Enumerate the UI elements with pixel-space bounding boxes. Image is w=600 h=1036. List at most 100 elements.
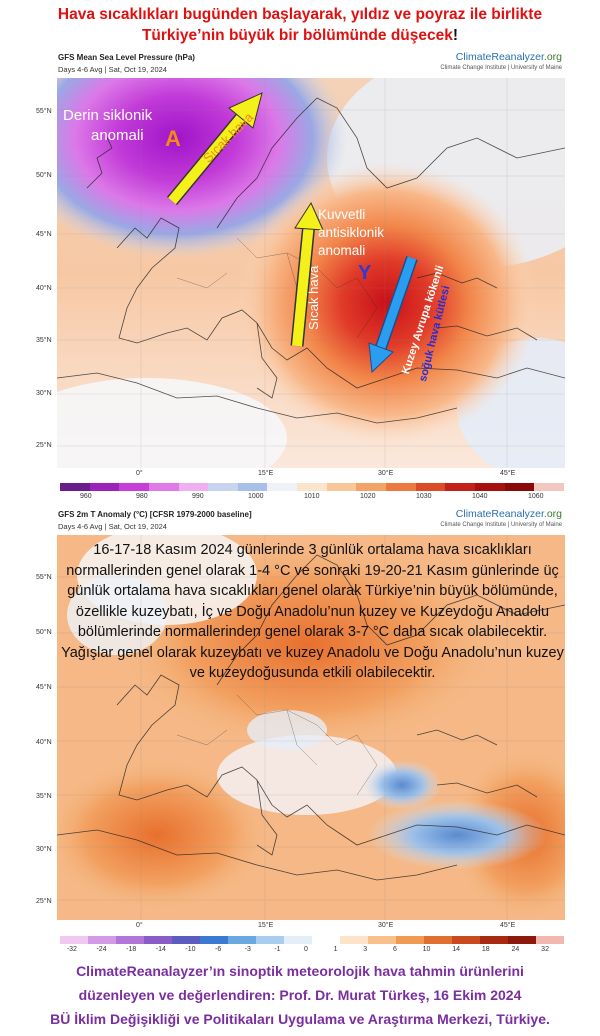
map1-colorbar-swatch: [60, 483, 90, 491]
map1-lat-45: 45°N: [36, 231, 52, 238]
map2-colorbar-label: -6: [215, 946, 222, 953]
map2-colorbar-swatch: [172, 936, 200, 944]
headline-exclamation: !: [452, 27, 459, 44]
map2-lat-40: 40°N: [36, 739, 52, 746]
map2-colorbar-swatch: [396, 936, 424, 944]
map2-svg: [57, 535, 565, 920]
footer-line-3: BÜ İklim Değişikliği ve Politikaları Uyg…: [50, 1011, 550, 1027]
map1-colorbar-swatch: [474, 483, 505, 491]
map1-colorbar-swatch: [356, 483, 387, 491]
map1-colorbar-swatch: [504, 483, 535, 491]
map2-colorbar-label: -18: [126, 946, 137, 953]
map2-colorbar-swatch: [60, 936, 88, 944]
map2-lon-45: 45°E: [500, 922, 516, 929]
map2-colorbar-swatch: [144, 936, 172, 944]
map1-colorbar-swatch: [237, 483, 268, 491]
map2-colorbar-swatch: [256, 936, 284, 944]
map1-brand-sub: Climate Change Institute | University of…: [440, 65, 562, 71]
map2-brand: ClimateReanalyzer.org: [456, 508, 562, 520]
map2-colorbar-label: 24: [511, 946, 520, 953]
high-letter-Y: Y: [358, 262, 372, 284]
map1-lon-45: 45°E: [500, 470, 516, 477]
low-anomaly-label: Derin siklonik anomali: [63, 106, 152, 146]
map1-colorbar-swatch: [89, 483, 120, 491]
map1-colorbar-swatch: [297, 483, 327, 491]
map2-colorbar-label: -32: [66, 946, 77, 953]
map1-colorbar-label: 1010: [304, 493, 320, 500]
map1-brand-name: ClimateReanalyzer: [455, 51, 544, 63]
map1-lat-25: 25°N: [36, 442, 52, 449]
map2-colorbar-label: -3: [244, 946, 251, 953]
map2-colorbar-swatch: [340, 936, 368, 944]
map1-subtitle: Days 4-6 Avg | Sat, Oct 19, 2024: [58, 65, 167, 74]
low-letter-A: A: [165, 126, 181, 151]
map1-colorbar-label: 1020: [360, 493, 376, 500]
map2-colorbar-swatch: [88, 936, 116, 944]
high-anomaly-label-line1: Kuvvetli: [318, 207, 366, 222]
low-anomaly-label-line2: anomali: [91, 127, 144, 144]
map1-lat-30: 30°N: [36, 390, 52, 397]
map1-colorbar-swatch: [148, 483, 179, 491]
map1-colorbar-swatch: [119, 483, 149, 491]
map2-lat-50: 50°N: [36, 629, 52, 636]
map2-colorbar-label: 3: [363, 946, 368, 953]
footer-line-2: düzenleyen ve değerlendiren: Prof. Dr. M…: [78, 987, 522, 1003]
warm-air-arrow-1: [166, 92, 263, 206]
headline: Hava sıcaklıkları bugünden başlayarak, y…: [0, 4, 600, 46]
headline-line-1: Hava sıcaklıkları bugünden başlayarak, y…: [57, 6, 543, 23]
warm-air-label-2: Sıcak hava: [306, 265, 321, 330]
map2-colorbar-label: -24: [96, 946, 107, 953]
map2-lat-35: 35°N: [36, 793, 52, 800]
map1-title: GFS Mean Sea Level Pressure (hPa): [58, 53, 195, 62]
high-anomaly-label-line3: anomali: [318, 243, 366, 258]
map1-colorbar-label: 960: [80, 493, 92, 500]
map1-colorbar-label: 980: [136, 493, 148, 500]
map1-svg: [57, 78, 565, 468]
map1-colorbar: [60, 483, 564, 491]
map1-brand: ClimateReanalyzer.org: [456, 51, 562, 63]
cold-air-arrow: [368, 256, 418, 374]
map1-colorbar-swatch: [445, 483, 475, 491]
map2-colorbar-label: -1: [274, 946, 281, 953]
map1-colorbar-label: 1030: [416, 493, 432, 500]
map2-brand-sub: Climate Change Institute | University of…: [440, 522, 562, 528]
map2-lon-15: 15°E: [258, 922, 274, 929]
map2-colorbar-label: -10: [185, 946, 196, 953]
map1-lon-15: 15°E: [258, 470, 274, 477]
map2-colorbar-swatch: [200, 936, 228, 944]
map2-colorbar-swatch: [228, 936, 256, 944]
map1-lon-30: 30°E: [378, 470, 394, 477]
map2-lat-55: 55°N: [36, 574, 52, 581]
map2-lon-0: 0°: [136, 922, 143, 929]
map2-colorbar-swatch: [312, 936, 340, 944]
map2-colorbar-swatch: [508, 936, 536, 944]
map1-colorbar-swatch: [208, 483, 238, 491]
headline-line-2: Türkiye’nin büyük bir bölümünde düşecek!: [0, 25, 600, 46]
map2-colorbar-swatch: [116, 936, 144, 944]
warm-air-arrow-2: [290, 201, 324, 347]
map1-colorbar-swatch: [534, 483, 564, 491]
map2-colorbar-swatch: [480, 936, 508, 944]
map2-colorbar-swatch: [284, 936, 312, 944]
map2-colorbar-label: 6: [392, 946, 397, 953]
map1-colorbar-label: 1060: [528, 493, 544, 500]
map1-lon-0: 0°: [136, 470, 143, 477]
map2-brand-suffix: .org: [543, 508, 562, 520]
map1-colorbar-swatch: [267, 483, 298, 491]
map2-colorbar-label: 1: [333, 946, 338, 953]
map1-lat-40: 40°N: [36, 285, 52, 292]
low-anomaly-label-line1: Derin siklonik: [63, 107, 153, 124]
high-anomaly-label-line2: antisiklonik: [318, 225, 385, 240]
map2-colorbar-swatch: [368, 936, 396, 944]
footer-line-1: ClimateReanalayzer’ın sinoptik meteorolo…: [76, 963, 524, 979]
map1-colorbar-swatch: [386, 483, 416, 491]
map1-brand-suffix: .org: [543, 51, 562, 63]
high-anomaly-label: Kuvvetli antisiklonik anomali: [318, 206, 384, 260]
map2-colorbar-label: 18: [481, 946, 490, 953]
map2-subtitle: Days 4-6 Avg | Sat, Oct 19, 2024: [58, 522, 167, 531]
map1-colorbar-swatch: [326, 483, 357, 491]
map2-colorbar: [60, 936, 564, 944]
map1-colorbar-label: 990: [192, 493, 204, 500]
map2-colorbar-label: 0: [304, 946, 308, 953]
map1-lat-50: 50°N: [36, 172, 52, 179]
